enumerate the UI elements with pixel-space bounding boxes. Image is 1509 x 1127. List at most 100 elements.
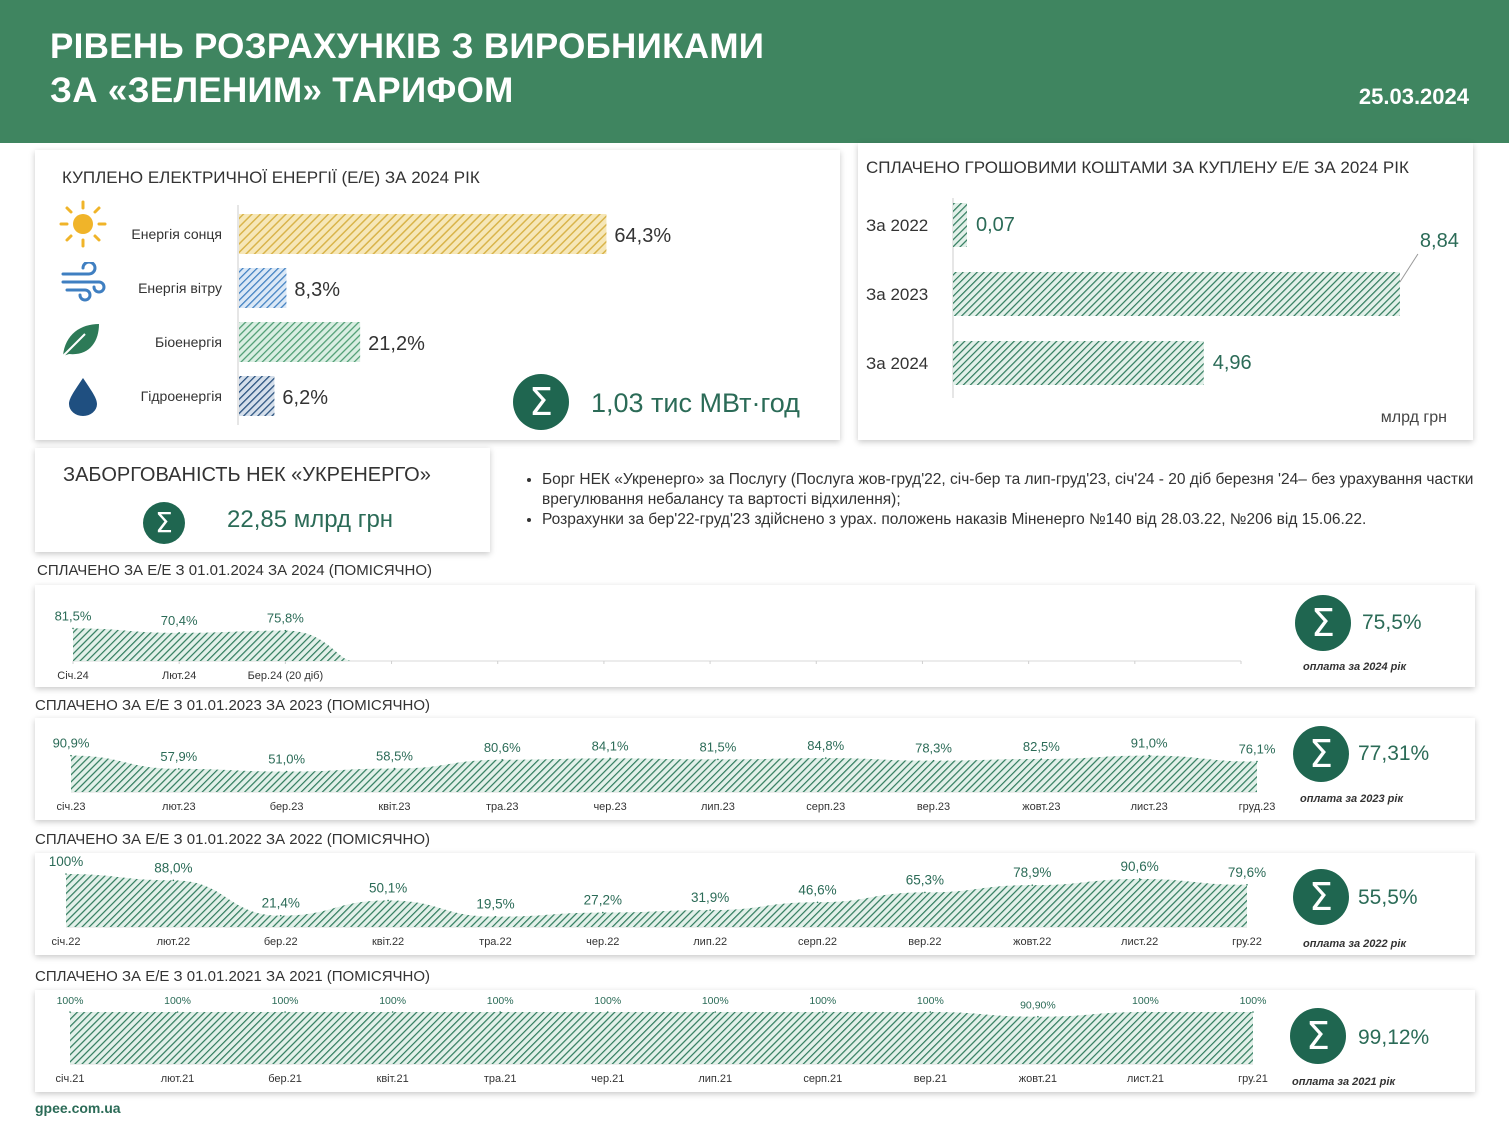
paid-money-panel: СПЛАЧЕНО ГРОШОВИМИ КОШТАМИ ЗА КУПЛЕНУ Е/…	[858, 143, 1473, 440]
monthly-2021-panel: 100% 100% 100% 100% 100% 100% 100% 100% 100% 90,9…	[35, 990, 1475, 1092]
month-label: чер.21	[591, 1073, 624, 1085]
bar-value-label: 21,2%	[368, 333, 425, 355]
month-label: квіт.23	[378, 801, 410, 813]
purchased-energy-panel: КУПЛЕНО ЕЛЕКТРИЧНОЇ ЕНЕРГІЇ (Е/Е) ЗА 202…	[35, 150, 840, 440]
debt-sum-icon: Σ	[143, 502, 185, 544]
sum-icon: Σ	[1295, 595, 1351, 651]
data-point	[178, 768, 180, 770]
data-point	[501, 758, 504, 761]
page-title-line1: РІВЕНЬ РОЗРАХУНКІВ З ВИРОБНИКАМИ	[50, 27, 765, 66]
data-point	[1252, 1011, 1254, 1013]
data-label: 100%	[487, 995, 514, 1007]
data-point	[72, 627, 74, 630]
month-label: бер.22	[264, 936, 298, 948]
bar	[239, 376, 275, 416]
month-label: тра.23	[486, 801, 519, 813]
data-label: 76,1%	[1239, 742, 1276, 757]
month-label: січ.21	[56, 1073, 85, 1085]
data-point	[714, 1011, 717, 1013]
energy-bar-chart: Енергія сонця 64,3% Енергія вітру 8,3% Біоен…	[131, 205, 671, 425]
data-point	[499, 1011, 501, 1013]
month-label: бер.21	[268, 1073, 302, 1085]
monthly-2024-caption: оплата за 2024 рік	[1303, 661, 1407, 673]
data-label: 100%	[164, 995, 191, 1007]
area-series	[71, 755, 1257, 792]
monthly-2024-total: 75,5%	[1362, 611, 1422, 634]
data-point	[279, 914, 282, 917]
monthly-2023-chart: 90,9% 57,9% 51,0% 58,5% 80,6% 84,1% 81,5% 84,8%…	[53, 736, 1276, 813]
data-point	[824, 757, 827, 759]
month-label: тра.22	[479, 936, 512, 948]
bar-value-label: 64,3%	[614, 225, 671, 247]
month-label: січ.23	[57, 801, 86, 813]
data-label: 100%	[1132, 995, 1159, 1007]
data-label: 90,90%	[1020, 1000, 1056, 1012]
month-label: лист.23	[1131, 801, 1168, 813]
debt-panel: ЗАБОРГОВАНІСТЬ НЕК «УКРЕНЕРГО» Σ 22,85 м…	[35, 448, 490, 552]
water-drop-icon	[69, 378, 97, 416]
month-label: жовт.21	[1019, 1073, 1057, 1085]
month-label: груд.23	[1239, 801, 1276, 813]
wind-icon	[61, 262, 106, 302]
month-label: Бер.24 (20 діб)	[248, 670, 324, 682]
category-label: Гідроенергія	[141, 388, 222, 404]
category-label: За 2024	[866, 354, 928, 373]
data-point	[1138, 878, 1141, 880]
data-label: 82,5%	[1023, 739, 1060, 754]
month-label: бер.23	[270, 801, 304, 813]
header-banner: РІВЕНЬ РОЗРАХУНКІВ З ВИРОБНИКАМИ ЗА «ЗЕЛ…	[0, 0, 1509, 143]
monthly-2023-title: СПЛАЧЕНО ЗА Е/Е З 01.01.2023 ЗА 2023 (ПО…	[35, 697, 431, 714]
sum-icon: Σ	[513, 374, 569, 430]
data-label: 79,6%	[1228, 865, 1266, 880]
leaf-icon	[62, 324, 99, 357]
data-label: 21,4%	[262, 896, 300, 911]
debt-notes: Борг НЕК «Укренерго» за Послугу (Послуга…	[522, 470, 1492, 530]
month-label: вер.23	[917, 801, 950, 813]
month-label: жовт.23	[1022, 801, 1060, 813]
data-point	[178, 632, 180, 634]
month-label: вер.22	[908, 936, 941, 948]
sum-icon: Σ	[1293, 869, 1349, 925]
data-point	[609, 757, 611, 760]
category-label: Енергія вітру	[138, 280, 222, 296]
bar-value-label: 4,96	[1213, 352, 1252, 374]
data-label: 78,3%	[915, 741, 952, 756]
paid-money-title: СПЛАЧЕНО ГРОШОВИМИ КОШТАМИ ЗА КУПЛЕНУ Е/…	[866, 158, 1409, 177]
data-point	[1148, 754, 1150, 757]
data-point	[929, 1011, 932, 1013]
month-label: Січ.24	[57, 670, 88, 682]
bar	[953, 272, 1400, 316]
data-point	[822, 1011, 824, 1013]
data-label: 78,9%	[1013, 865, 1051, 880]
data-label: 100%	[594, 995, 621, 1007]
bar	[239, 268, 287, 308]
footer-link[interactable]: gpee.com.ua	[35, 1100, 121, 1116]
data-point	[816, 901, 819, 904]
month-label: лип.22	[693, 936, 727, 948]
page-title-line2: ЗА «ЗЕЛЕНИМ» ТАРИФОМ	[50, 71, 514, 110]
monthly-2022-panel: 100% 88,0% 21,4% 50,1% 19,5% 27,2% 31,9% 46,6% 6…	[35, 853, 1475, 955]
data-label: 81,5%	[55, 608, 92, 623]
data-point	[1246, 884, 1248, 886]
debt-note: Борг НЕК «Укренерго» за Послугу (Послуга…	[542, 470, 1492, 510]
data-label: 81,5%	[699, 739, 736, 754]
data-point	[70, 754, 72, 757]
data-label: 70,4%	[161, 613, 198, 628]
data-label: 80,6%	[484, 740, 521, 755]
month-label: квіт.21	[377, 1073, 409, 1085]
data-label: 90,9%	[53, 736, 90, 751]
data-label: 100%	[272, 995, 299, 1007]
bar-value-label: 0,07	[976, 214, 1015, 236]
area-series	[70, 1012, 1253, 1064]
data-point	[1040, 758, 1043, 760]
month-label: вер.21	[914, 1073, 947, 1085]
data-label: 91,0%	[1131, 736, 1168, 751]
data-label: 57,9%	[160, 749, 197, 764]
month-label: лист.22	[1121, 936, 1158, 948]
category-label: За 2022	[866, 216, 928, 235]
monthly-2021-title: СПЛАЧЕНО ЗА Е/Е З 01.01.2021 ЗА 2021 (ПО…	[35, 968, 431, 985]
data-point	[1037, 1015, 1039, 1018]
data-label: 58,5%	[376, 749, 413, 764]
monthly-2021-chart: 100% 100% 100% 100% 100% 100% 100% 100% 100% 90,9…	[56, 995, 1268, 1085]
data-point	[1031, 884, 1034, 886]
